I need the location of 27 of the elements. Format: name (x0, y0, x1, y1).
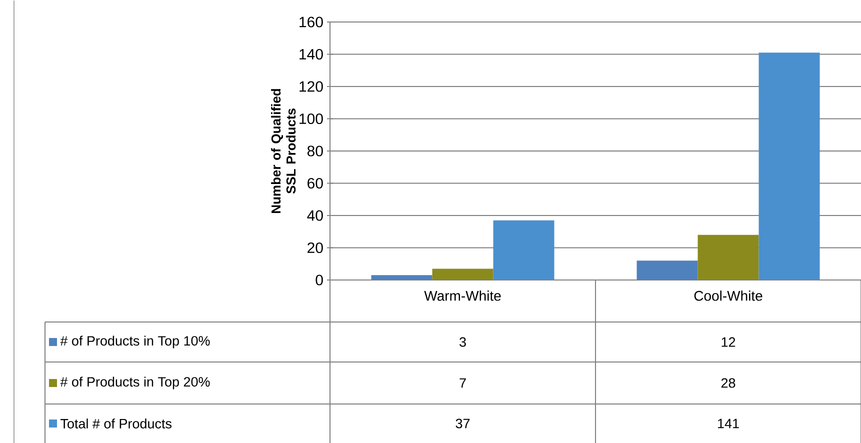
data-label: 12 (722, 337, 736, 347)
data-label: 3 (460, 337, 466, 347)
y-axis-title: Number of Qualified SSL Products (271, 89, 296, 213)
bar (636, 260, 698, 280)
data-label: 37 (456, 418, 470, 428)
legend-label: # of Products in Top 20% (60, 376, 210, 390)
x-tick-label: Cool-White (694, 290, 762, 301)
bar (432, 268, 494, 280)
y-tick-label: 120 (300, 81, 323, 92)
bar (758, 52, 820, 280)
y-tick-label: 100 (300, 113, 323, 124)
y-tick-label: 20 (308, 242, 323, 254)
y-tick-label: 140 (300, 48, 323, 60)
y-tick-label: 60 (308, 178, 323, 189)
legend-label: # of Products in Top 10% (60, 336, 210, 348)
data-label: 7 (460, 378, 466, 388)
y-tick-label: 40 (307, 210, 323, 221)
bar (371, 275, 432, 280)
bar (698, 234, 759, 280)
y-tick-label: 160 (300, 16, 323, 28)
y-tick-label: 80 (307, 146, 323, 156)
data-label: 141 (718, 418, 739, 428)
x-tick-label: Warm-White (424, 290, 501, 301)
legend-label: Total # of Products (60, 418, 172, 428)
data-label: 28 (721, 378, 736, 388)
y-tick-label: 0 (316, 274, 323, 286)
bar (493, 220, 554, 280)
